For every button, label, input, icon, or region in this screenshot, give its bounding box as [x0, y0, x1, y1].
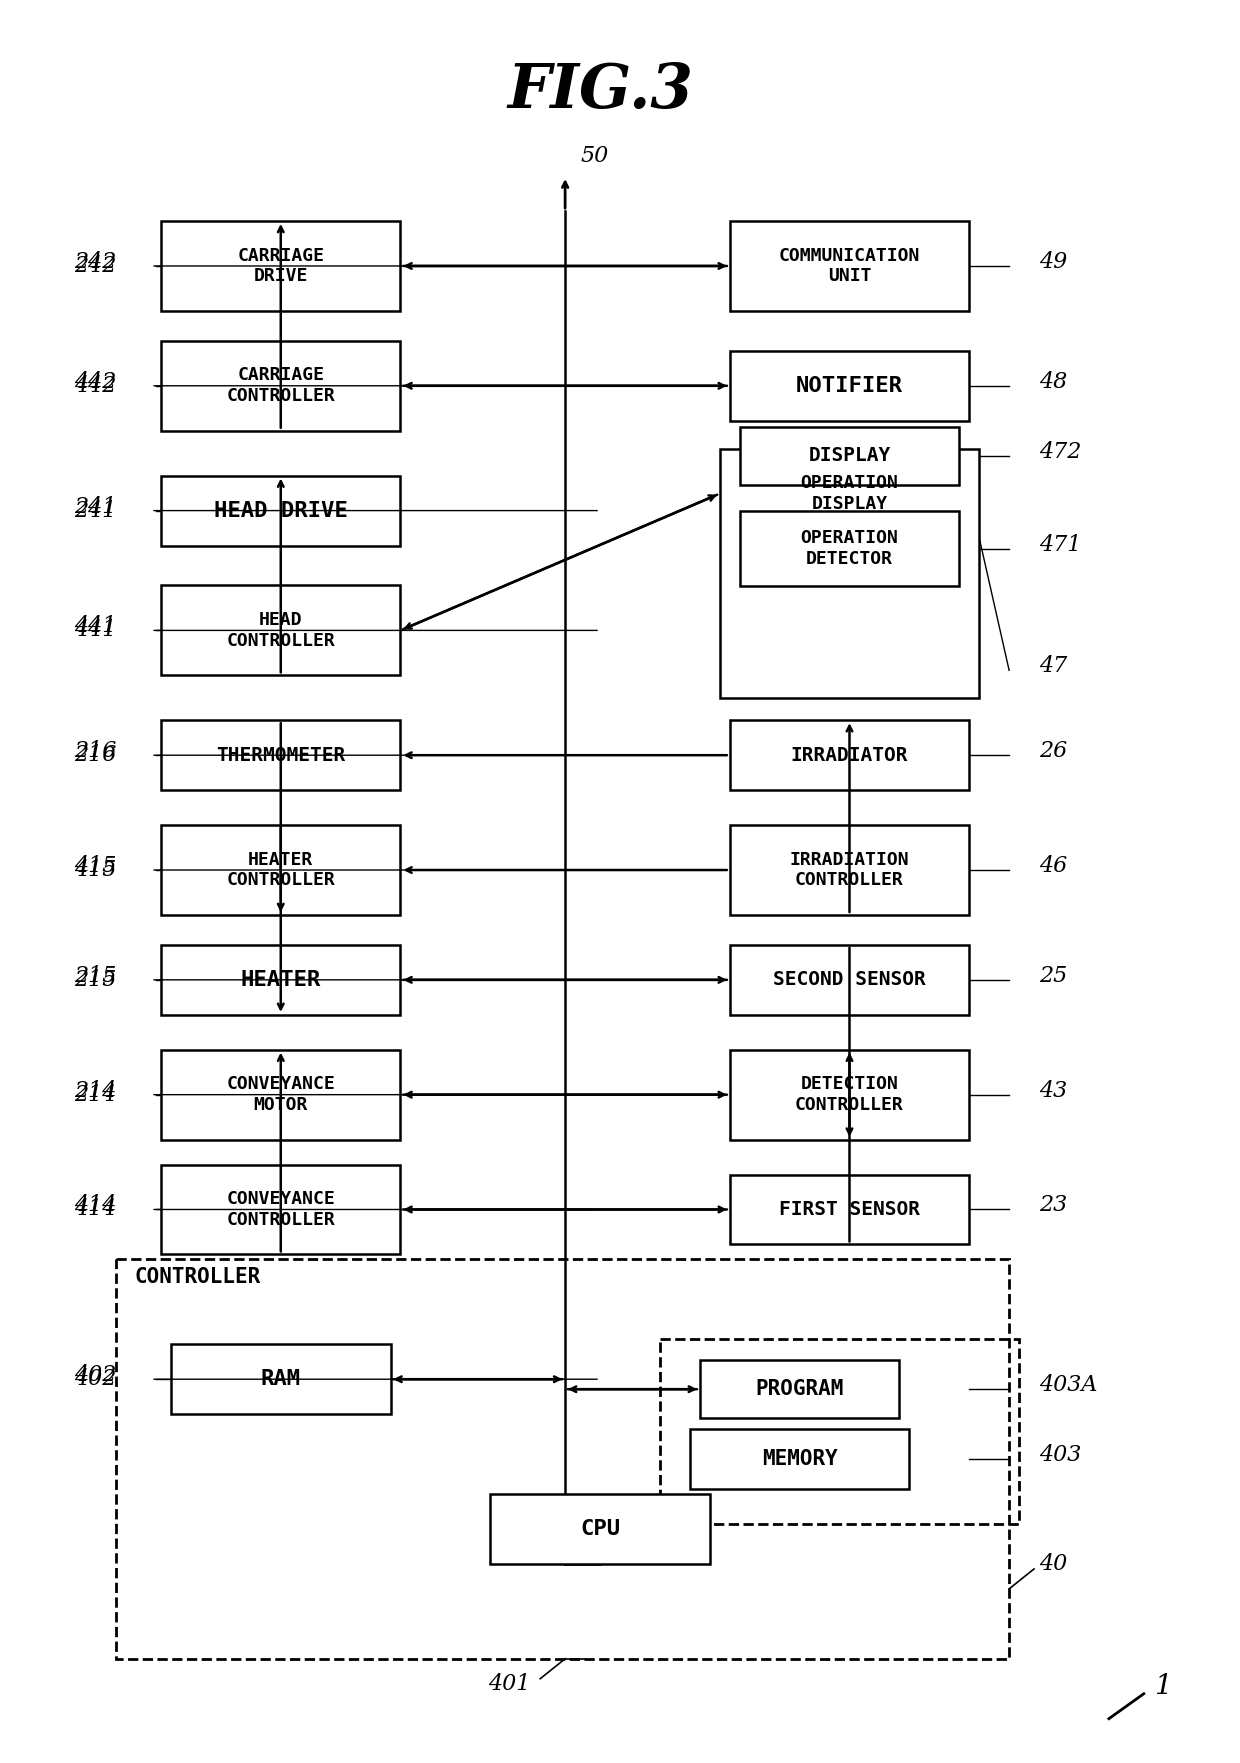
- Bar: [490, 1493, 709, 1564]
- Bar: [699, 1361, 899, 1417]
- Bar: [730, 825, 970, 915]
- Text: 48: 48: [1039, 370, 1068, 393]
- Text: OPERATION
DETECTOR: OPERATION DETECTOR: [801, 529, 899, 568]
- Bar: [730, 1049, 970, 1139]
- Text: 214: 214: [73, 1079, 117, 1102]
- Bar: [161, 585, 401, 675]
- Bar: [660, 1340, 1019, 1523]
- Text: 415: 415: [73, 855, 117, 876]
- Text: THERMOMETER: THERMOMETER: [216, 746, 346, 765]
- Bar: [161, 721, 401, 790]
- Text: CONTROLLER: CONTROLLER: [134, 1268, 260, 1287]
- Bar: [740, 511, 960, 585]
- Bar: [719, 448, 980, 698]
- Text: 441: 441: [73, 615, 117, 638]
- Bar: [161, 476, 401, 545]
- Text: IRRADIATION
CONTROLLER: IRRADIATION CONTROLLER: [790, 850, 909, 889]
- Text: 43: 43: [1039, 1079, 1068, 1102]
- Text: RAM: RAM: [260, 1370, 301, 1389]
- Text: 1: 1: [1153, 1673, 1172, 1700]
- Bar: [740, 427, 960, 485]
- Text: 241: 241: [73, 499, 117, 522]
- Text: 241: 241: [73, 495, 117, 518]
- Text: FIRST SENSOR: FIRST SENSOR: [779, 1201, 920, 1218]
- Bar: [161, 220, 401, 310]
- Text: 402: 402: [73, 1368, 117, 1391]
- Text: 414: 414: [73, 1199, 117, 1220]
- Bar: [171, 1343, 391, 1414]
- Text: IRRADIATOR: IRRADIATOR: [791, 746, 908, 765]
- Text: 216: 216: [73, 744, 117, 767]
- Text: HEAD DRIVE: HEAD DRIVE: [213, 501, 347, 520]
- Text: CPU: CPU: [580, 1520, 620, 1539]
- Text: COMMUNICATION
UNIT: COMMUNICATION UNIT: [779, 247, 920, 286]
- Bar: [730, 220, 970, 310]
- Text: 471: 471: [1039, 534, 1081, 555]
- Bar: [689, 1430, 909, 1490]
- Bar: [730, 351, 970, 421]
- Bar: [730, 1174, 970, 1245]
- Text: 415: 415: [73, 859, 117, 882]
- Bar: [161, 1049, 401, 1139]
- Text: 23: 23: [1039, 1195, 1068, 1216]
- Text: FIG.3: FIG.3: [507, 62, 693, 122]
- Text: 25: 25: [1039, 964, 1068, 987]
- Text: DISPLAY: DISPLAY: [808, 446, 890, 465]
- Text: 50: 50: [580, 145, 609, 167]
- Text: SECOND SENSOR: SECOND SENSOR: [773, 970, 926, 989]
- Text: 47: 47: [1039, 656, 1068, 677]
- Text: HEATER
CONTROLLER: HEATER CONTROLLER: [227, 850, 335, 889]
- Text: 215: 215: [73, 964, 117, 987]
- Text: 242: 242: [73, 256, 117, 277]
- Text: 403: 403: [1039, 1444, 1081, 1467]
- Text: CONVEYANCE
CONTROLLER: CONVEYANCE CONTROLLER: [227, 1190, 335, 1229]
- Text: 46: 46: [1039, 855, 1068, 876]
- Text: 401: 401: [487, 1673, 531, 1694]
- Text: 40: 40: [1039, 1553, 1068, 1574]
- Text: 214: 214: [73, 1084, 117, 1105]
- Text: 242: 242: [73, 250, 117, 273]
- Text: 442: 442: [73, 376, 117, 397]
- Text: 441: 441: [73, 619, 117, 642]
- Bar: [161, 340, 401, 430]
- Bar: [730, 945, 970, 1015]
- Text: CARRIAGE
CONTROLLER: CARRIAGE CONTROLLER: [227, 367, 335, 405]
- Text: 472: 472: [1039, 441, 1081, 462]
- Text: PROGRAM: PROGRAM: [755, 1379, 843, 1400]
- Text: DETECTION
CONTROLLER: DETECTION CONTROLLER: [795, 1075, 904, 1114]
- Text: MEMORY: MEMORY: [761, 1449, 837, 1469]
- Text: 49: 49: [1039, 250, 1068, 273]
- Bar: [161, 825, 401, 915]
- Bar: [161, 1165, 401, 1255]
- Text: 403A: 403A: [1039, 1373, 1097, 1396]
- Text: 216: 216: [73, 740, 117, 762]
- Bar: [117, 1259, 1009, 1659]
- Text: HEAD
CONTROLLER: HEAD CONTROLLER: [227, 612, 335, 651]
- Bar: [161, 945, 401, 1015]
- Text: 402: 402: [73, 1365, 117, 1386]
- Bar: [730, 721, 970, 790]
- Text: OPERATION
DISPLAY: OPERATION DISPLAY: [801, 474, 899, 513]
- Text: CONVEYANCE
MOTOR: CONVEYANCE MOTOR: [227, 1075, 335, 1114]
- Text: HEATER: HEATER: [241, 970, 321, 989]
- Text: 414: 414: [73, 1195, 117, 1216]
- Text: 442: 442: [73, 370, 117, 393]
- Text: 215: 215: [73, 970, 117, 991]
- Text: 26: 26: [1039, 740, 1068, 762]
- Text: CARRIAGE
DRIVE: CARRIAGE DRIVE: [237, 247, 325, 286]
- Text: NOTIFIER: NOTIFIER: [796, 376, 903, 395]
